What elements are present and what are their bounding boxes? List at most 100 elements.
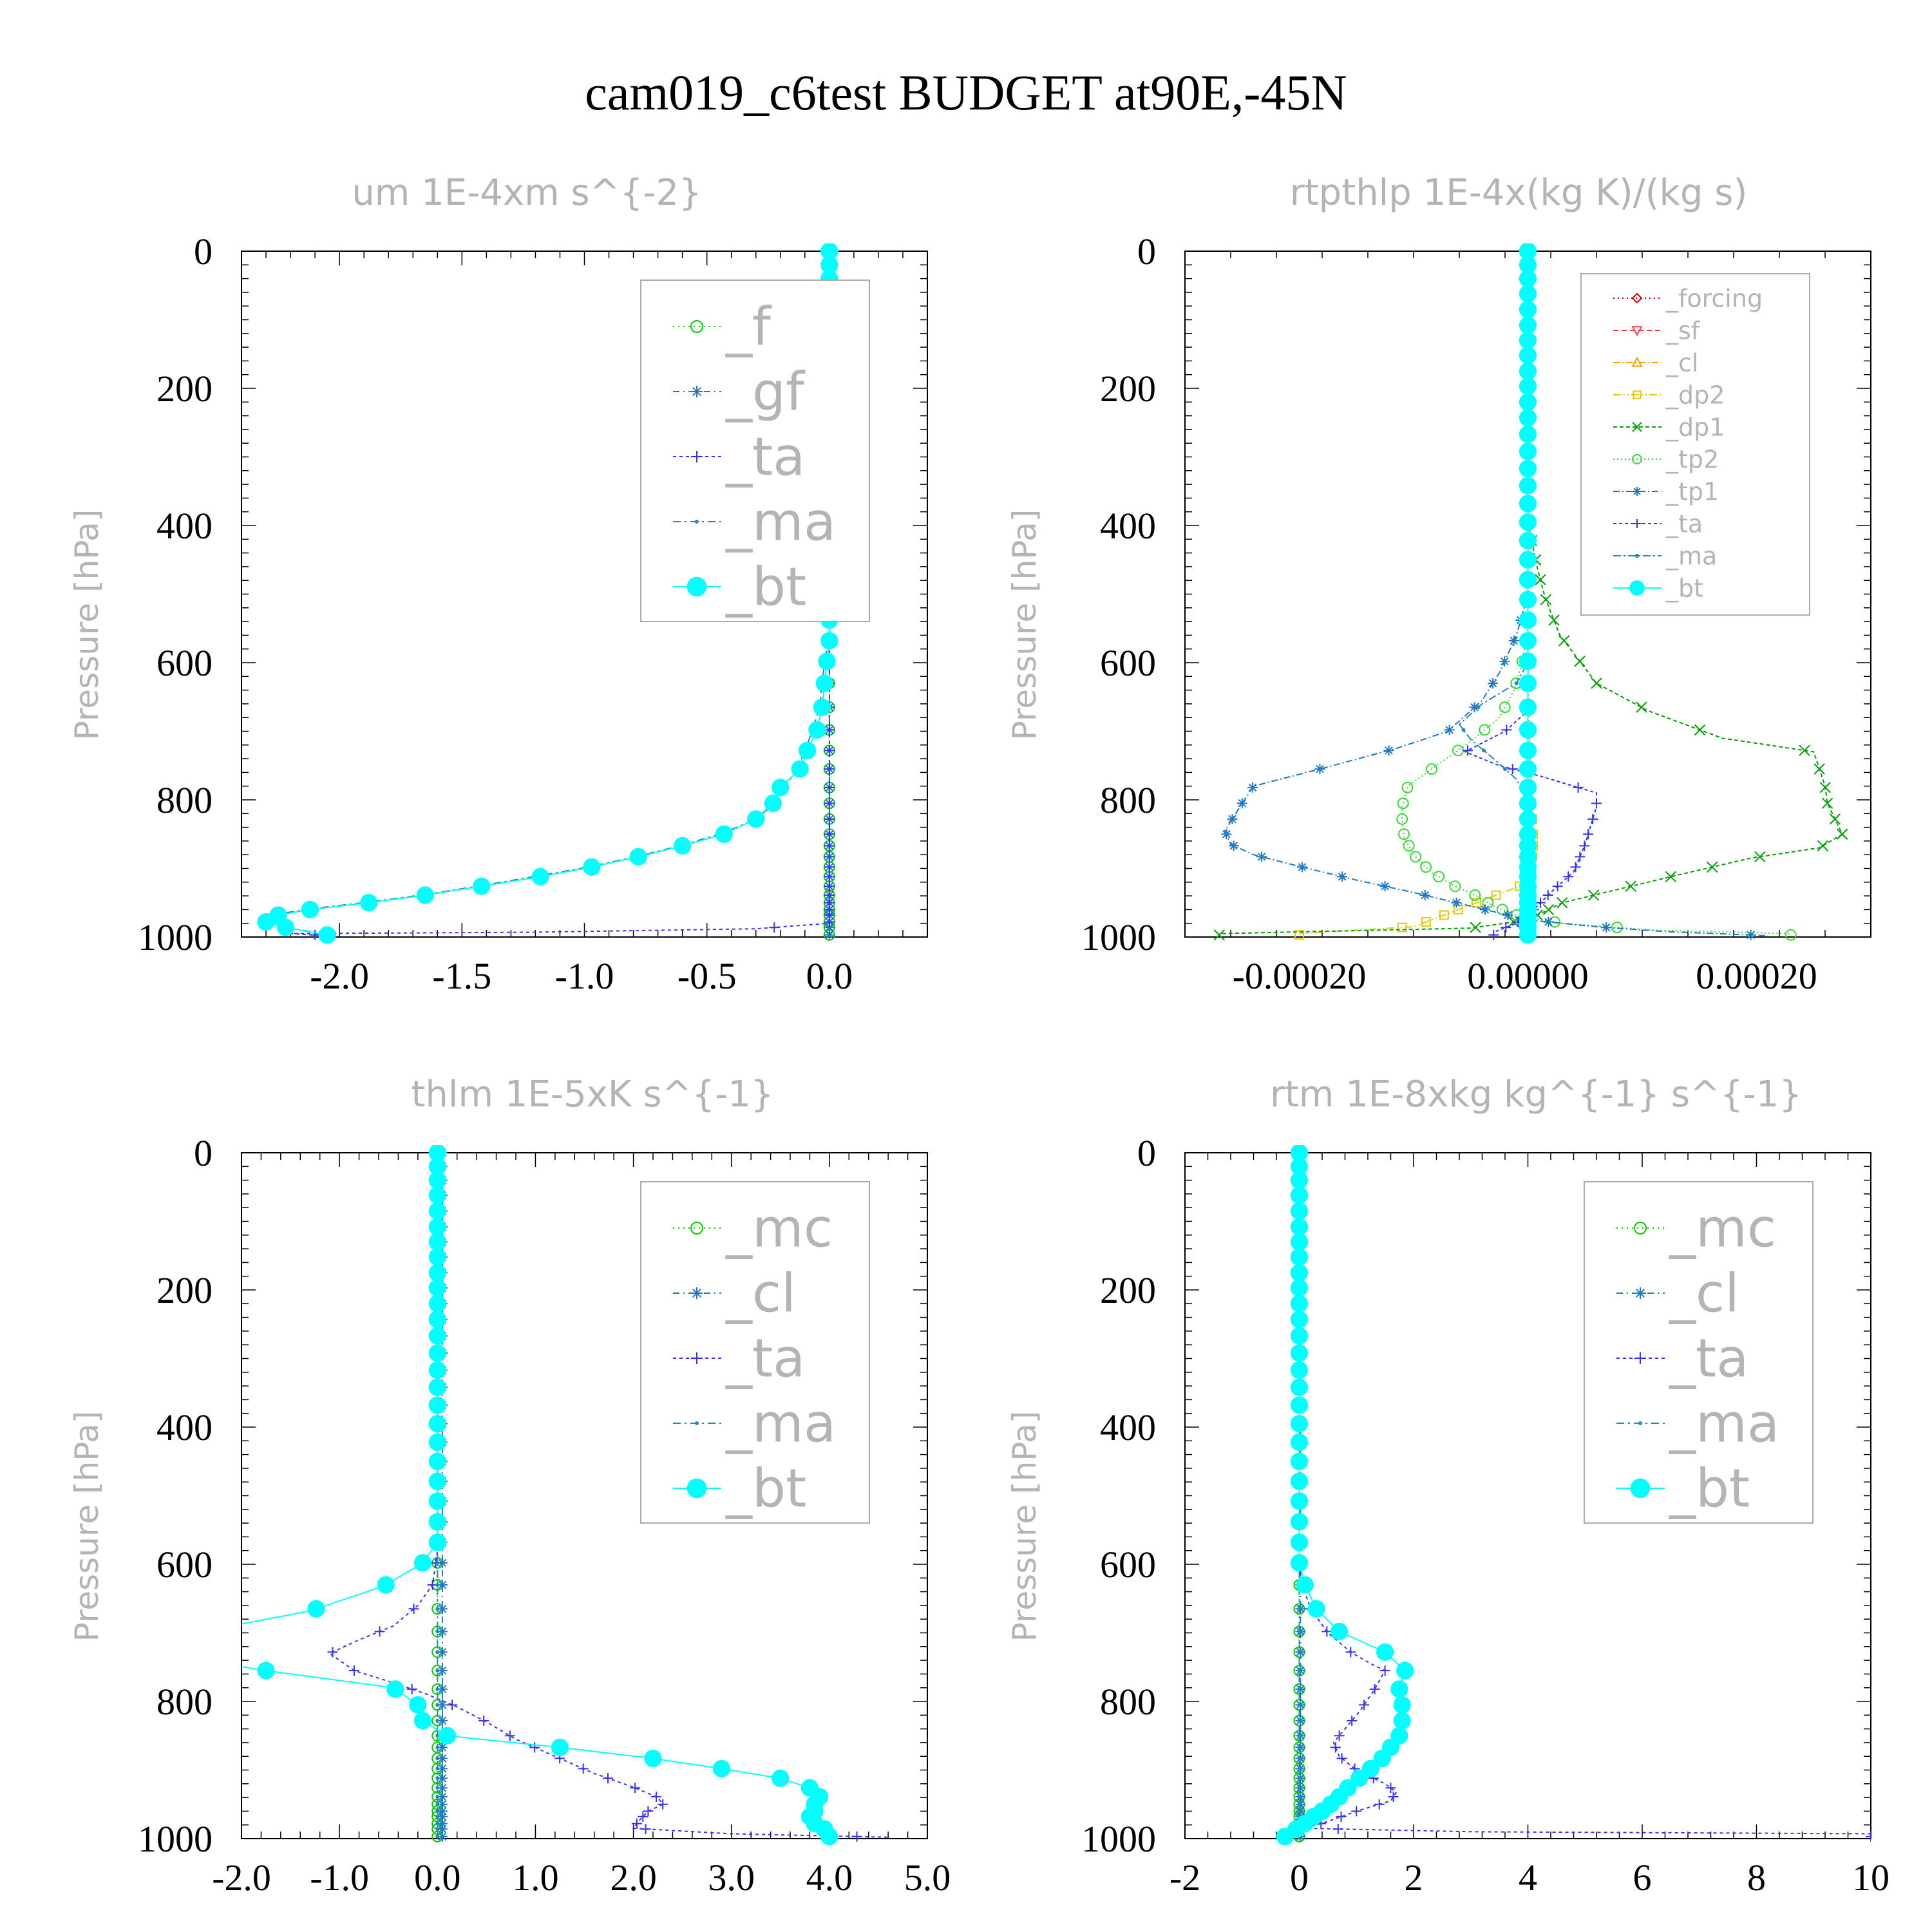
data-point xyxy=(1297,1745,1302,1750)
data-point xyxy=(1334,1730,1345,1741)
data-point xyxy=(504,1730,515,1741)
data-point xyxy=(1426,763,1438,775)
data-point xyxy=(1297,1756,1302,1761)
data-point xyxy=(583,858,601,876)
data-point xyxy=(428,1415,446,1433)
legend-label: _ma xyxy=(1665,542,1717,570)
data-point xyxy=(1290,1202,1309,1220)
legend-label: _cl xyxy=(1665,348,1698,377)
panel-title: thlm 1E-5xK s^{-1} xyxy=(411,1074,773,1115)
data-point xyxy=(437,1579,448,1590)
data-point xyxy=(1519,513,1537,531)
data-point xyxy=(257,1662,275,1680)
data-point xyxy=(1557,897,1568,909)
data-point xyxy=(1574,656,1586,667)
x-tick-label: 2 xyxy=(1405,1857,1423,1899)
data-point xyxy=(428,1492,446,1510)
data-point xyxy=(824,724,835,735)
data-point xyxy=(531,867,549,886)
data-point xyxy=(747,810,765,828)
data-point xyxy=(437,1647,448,1658)
data-point xyxy=(437,1811,448,1822)
data-point xyxy=(1297,1795,1302,1799)
data-point xyxy=(1799,744,1810,757)
data-point xyxy=(824,829,835,840)
data-point xyxy=(435,1802,440,1806)
data-point xyxy=(1587,889,1600,901)
panel-title: rtm 1E-8xkg kg^{-1} s^{-1} xyxy=(1270,1074,1802,1115)
data-point xyxy=(1496,904,1508,916)
data-point xyxy=(1634,1222,1647,1235)
data-point xyxy=(1401,781,1414,793)
data-point xyxy=(1706,861,1718,873)
data-point xyxy=(360,894,378,912)
data-point xyxy=(1552,881,1563,892)
data-point xyxy=(772,1769,790,1787)
data-point xyxy=(1785,929,1797,941)
data-point xyxy=(1469,702,1480,713)
data-point xyxy=(406,1683,417,1694)
data-point xyxy=(437,1626,448,1637)
legend-item: _mc xyxy=(1616,1198,1776,1260)
data-point xyxy=(428,1145,446,1162)
data-point xyxy=(1228,840,1239,851)
legend-item: _ta xyxy=(673,427,805,488)
y-axis-label: Pressure [hPa] xyxy=(68,509,106,741)
data-point xyxy=(437,1700,448,1710)
legend-label: _bt xyxy=(725,1459,806,1520)
data-point xyxy=(1290,1378,1309,1396)
x-tick-label: 0.0 xyxy=(414,1857,461,1899)
data-point xyxy=(1419,890,1430,901)
data-point xyxy=(428,1513,446,1531)
data-point xyxy=(435,1560,440,1565)
data-point xyxy=(435,1703,440,1707)
data-point xyxy=(437,1742,448,1753)
data-point xyxy=(1611,922,1623,934)
legend-box xyxy=(1580,273,1810,616)
panel-title: rtpthlp 1E-4x(kg K)/(kg s) xyxy=(1290,172,1748,214)
data-point xyxy=(1519,779,1537,797)
data-point xyxy=(428,1233,446,1251)
figure-title: cam019_c6test BUDGET at90E,-45N xyxy=(585,64,1347,120)
data-point xyxy=(1499,701,1511,714)
x-tick-label: 0.00000 xyxy=(1467,955,1589,997)
data-point xyxy=(1383,745,1394,756)
data-point xyxy=(1449,880,1461,893)
legend-item: _ma xyxy=(673,1394,836,1455)
data-point xyxy=(1247,782,1258,793)
data-point xyxy=(428,1472,446,1490)
data-point xyxy=(1479,904,1490,915)
y-tick-label: 400 xyxy=(156,505,213,547)
data-point xyxy=(1558,635,1570,647)
data-point xyxy=(690,320,703,333)
data-point xyxy=(1290,1361,1309,1379)
data-point xyxy=(1331,1622,1349,1640)
data-point xyxy=(1519,460,1537,478)
data-point xyxy=(1345,1647,1356,1658)
data-point xyxy=(437,1792,448,1803)
data-point xyxy=(437,1665,448,1676)
data-point xyxy=(1290,1218,1309,1236)
data-point xyxy=(1385,1783,1396,1794)
data-point xyxy=(1519,652,1537,670)
data-point xyxy=(1519,377,1537,395)
legend-label: _ta xyxy=(725,427,805,488)
data-point xyxy=(851,1831,862,1842)
data-point xyxy=(1519,591,1537,609)
data-point xyxy=(1591,798,1602,809)
data-point xyxy=(691,386,703,397)
x-tick-label: 2.0 xyxy=(610,1857,657,1899)
data-point xyxy=(435,1607,440,1611)
data-point xyxy=(820,243,838,260)
data-point xyxy=(428,1361,446,1379)
data-point xyxy=(1403,840,1415,852)
data-point xyxy=(1336,1753,1347,1764)
data-point xyxy=(1379,1665,1390,1676)
data-point xyxy=(1379,881,1390,892)
series-line xyxy=(1463,251,1597,933)
legend-item: _cl xyxy=(1616,1264,1739,1325)
legend-item: _dp1 xyxy=(1613,413,1725,441)
data-point xyxy=(1633,487,1642,496)
data-point xyxy=(1519,393,1537,411)
legend-label: _bt xyxy=(725,557,806,618)
